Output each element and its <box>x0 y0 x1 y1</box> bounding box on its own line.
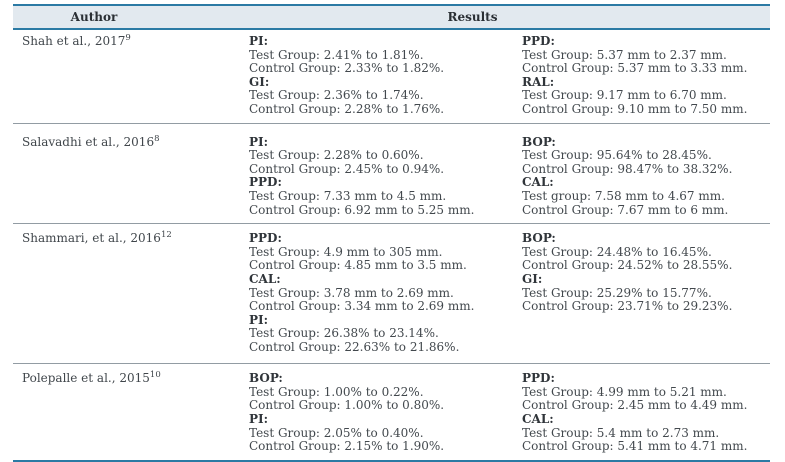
results-left: PI: Test Group: 2.41% to 1.81%. Control Gr… <box>240 30 513 123</box>
table-body: Shah et al., 20179 PI: Test Group: 2.41% … <box>13 30 770 462</box>
measure-value: Test Group: 3.78 mm to 2.69 mm. <box>249 285 454 300</box>
measure-value: Control Group: 2.15% to 1.90%. <box>249 439 445 454</box>
author-cell: Shammari, et al., 201612 <box>13 224 240 363</box>
author-cell: Salavadhi et al., 20168 <box>13 124 240 224</box>
table-row: Shammari, et al., 201612 PPD: Test Group:… <box>13 223 770 363</box>
results-table: Author Results Shah et al., 20179 PI: Tes… <box>13 4 770 462</box>
measure-label: PPD: <box>522 34 555 48</box>
measure-value: Test Group: 2.28% to 0.60%. <box>249 148 424 163</box>
table-header-row: Author Results <box>13 4 770 30</box>
measure-value: Control Group: 22.63% to 21.86%. <box>249 339 460 354</box>
table-row: Shah et al., 20179 PI: Test Group: 2.41% … <box>13 30 770 123</box>
measure-label: PI: <box>249 312 269 327</box>
author-reference-number: 10 <box>149 370 161 381</box>
measure-value: Control Group: 5.41 mm to 4.71 mm. <box>522 439 748 454</box>
measure-label: BOP: <box>249 371 283 386</box>
measure-value: Test Group: 95.64% to 28.45%. <box>522 148 712 163</box>
measure-label: BOP: <box>522 134 556 149</box>
measure-value: Control Group: 5.37 mm to 3.33 mm. <box>522 61 748 76</box>
author-name: Shammari, et al., 2016 <box>22 231 161 246</box>
author-name: Shah et al., 2017 <box>22 34 126 48</box>
measure-value: Control Group: 1.00% to 0.80%. <box>249 398 445 413</box>
results-right: BOP: Test Group: 24.48% to 16.45%. Control… <box>513 224 770 363</box>
measure-value: Control Group: 98.47% to 38.32%. <box>522 161 733 176</box>
author-reference-number: 8 <box>154 133 160 144</box>
measure-label: PI: <box>249 134 269 149</box>
measure-value: Test Group: 26.38% to 23.14%. <box>249 326 439 341</box>
measure-value: Control Group: 2.28% to 1.76%. <box>249 101 445 116</box>
author-cell: Shah et al., 20179 <box>13 30 240 123</box>
measure-label: PPD: <box>522 371 555 386</box>
author-cell: Polepalle et al., 201510 <box>13 364 240 460</box>
measure-value: Test Group: 25.29% to 15.77%. <box>522 285 712 300</box>
results-left: BOP: Test Group: 1.00% to 0.22%. Control G… <box>240 364 513 460</box>
measure-value: Control Group: 9.10 mm to 7.50 mm. <box>522 101 748 116</box>
measure-value: Control Group: 2.45% to 0.94%. <box>249 161 445 176</box>
measure-value: Test Group: 24.48% to 16.45%. <box>522 244 712 259</box>
author-reference-number: 9 <box>125 33 131 43</box>
measure-label: BOP: <box>522 231 556 246</box>
measure-value: Test Group: 5.4 mm to 2.73 mm. <box>522 425 720 440</box>
author-name: Polepalle et al., 2015 <box>22 371 150 386</box>
results-right: PPD: Test Group: 4.99 mm to 5.21 mm. Contr… <box>513 364 770 460</box>
measure-value: Test Group: 9.17 mm to 6.70 mm. <box>522 88 727 103</box>
measure-value: Test Group: 4.9 mm to 305 mm. <box>249 244 443 259</box>
table-row: Polepalle et al., 201510 BOP: Test Group:… <box>13 363 770 460</box>
measure-label: GI: <box>249 74 270 89</box>
measure-value: Test Group: 7.33 mm to 4.5 mm. <box>249 188 447 203</box>
author-name: Salavadhi et al., 2016 <box>22 134 155 149</box>
measure-value: Control Group: 23.71% to 29.23%. <box>522 299 733 314</box>
measure-label: PPD: <box>249 175 282 190</box>
measure-value: Test Group: 2.05% to 0.40%. <box>249 425 424 440</box>
column-header-results: Results <box>447 10 498 24</box>
measure-value: Control Group: 2.33% to 1.82%. <box>249 61 445 76</box>
measure-label: CAL: <box>522 411 554 426</box>
results-left: PPD: Test Group: 4.9 mm to 305 mm. Control… <box>240 224 513 363</box>
measure-label: PI: <box>249 411 269 426</box>
measure-label: RAL: <box>522 74 555 89</box>
measure-value: Control Group: 3.34 mm to 2.69 mm. <box>249 299 475 314</box>
measure-label: CAL: <box>249 271 281 286</box>
results-left: PI: Test Group: 2.28% to 0.60%. Control Gr… <box>240 124 513 224</box>
measure-label: PPD: <box>249 231 282 246</box>
column-header-author: Author <box>70 10 118 24</box>
measure-value: Control Group: 7.67 mm to 6 mm. <box>522 202 729 217</box>
results-right: PPD: Test Group: 5.37 mm to 2.37 mm. Contr… <box>513 30 770 123</box>
measure-value: Test Group: 2.36% to 1.74%. <box>249 88 424 103</box>
measure-value: Test Group: 4.99 mm to 5.21 mm. <box>522 384 727 399</box>
results-right: BOP: Test Group: 95.64% to 28.45%. Control… <box>513 124 770 224</box>
measure-value: Test Group: 5.37 mm to 2.37 mm. <box>522 47 727 62</box>
measure-value: Test Group: 1.00% to 0.22%. <box>249 384 424 399</box>
measure-label: PI: <box>249 34 269 48</box>
author-reference-number: 12 <box>160 230 172 241</box>
measure-label: CAL: <box>522 175 554 190</box>
measure-label: GI: <box>522 271 543 286</box>
measure-value: Test Group: 2.41% to 1.81%. <box>249 47 424 62</box>
measure-value: Control Group: 24.52% to 28.55%. <box>522 258 733 273</box>
measure-value: Control Group: 2.45 mm to 4.49 mm. <box>522 398 748 413</box>
measure-value: Control Group: 4.85 mm to 3.5 mm. <box>249 258 467 273</box>
table-row: Salavadhi et al., 20168 PI: Test Group: 2… <box>13 122 770 224</box>
measure-value: Control Group: 6.92 mm to 5.25 mm. <box>249 202 475 217</box>
measure-value: Test group: 7.58 mm to 4.67 mm. <box>522 188 725 203</box>
